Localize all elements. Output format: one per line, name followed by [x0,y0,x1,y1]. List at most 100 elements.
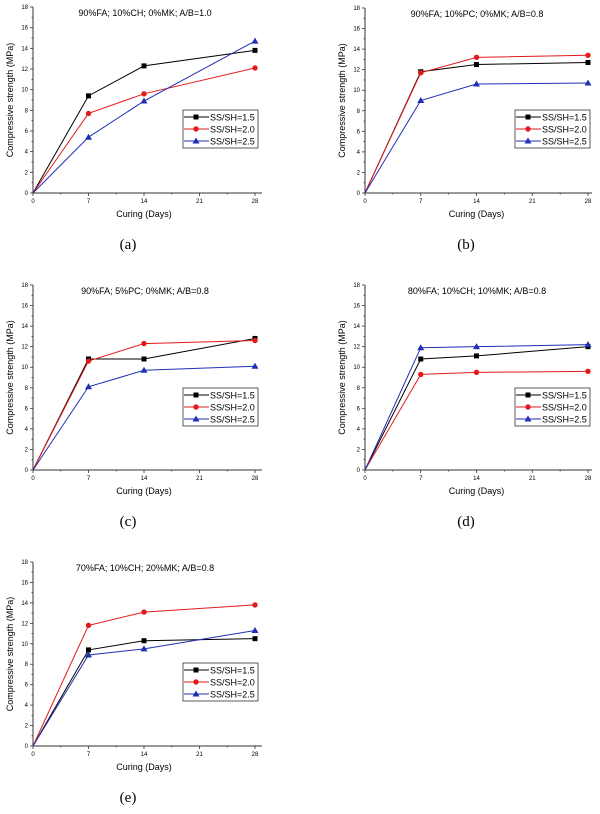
legend-label: SS/SH=2.5 [210,690,255,700]
y-tick-label: 16 [353,304,360,310]
y-tick-label: 4 [25,427,29,433]
x-tick-label: 28 [585,199,592,205]
legend-label: SS/SH=1.5 [542,113,587,123]
data-point [85,383,92,390]
data-point [140,97,148,104]
data-point [85,358,92,364]
y-tick-label: 12 [353,345,360,351]
data-point [252,65,258,71]
data-point [252,47,258,53]
legend-label: SS/SH=2.5 [542,415,587,425]
x-axis-title: Curing (Days) [116,762,172,772]
x-tick-label: 28 [585,476,592,482]
y-tick-label: 16 [353,27,360,33]
data-point [418,70,424,76]
legend-marker [525,404,531,410]
y-tick-label: 12 [21,67,28,73]
legend-label: SS/SH=2.5 [542,137,587,147]
y-tick-label: 2 [357,170,361,176]
data-point [140,366,148,373]
legend-label: SS/SH=1.5 [210,666,255,676]
series-line [364,370,589,471]
series-line [32,365,256,471]
y-tick-label: 4 [25,703,29,709]
x-tick-label: 21 [196,476,203,482]
x-tick-label: 7 [87,476,91,482]
series-ss-sh-2-0 [364,368,591,471]
y-tick-label: 6 [25,683,29,689]
y-tick-label: 16 [21,304,28,310]
y-axis-title: Compressive strength (MPa) [5,320,15,435]
data-point [584,79,592,86]
data-point [141,63,147,69]
legend-marker [193,392,199,398]
data-point [251,626,259,633]
data-point [85,651,92,658]
data-point [473,54,480,61]
y-tick-label: 6 [357,129,361,135]
x-tick-label: 7 [419,199,423,205]
chart-title: 90%FA; 5%PC; 0%MK; A/B=0.8 [81,286,209,296]
x-tick-label: 0 [363,476,367,482]
chart-title: 90%FA; 10%CH; 0%MK; A/B=1.0 [78,8,211,18]
series-ss-sh-2-5 [364,79,592,194]
legend-marker [192,415,200,422]
x-tick-label: 14 [473,199,480,205]
x-tick-label: 0 [31,199,35,205]
y-tick-label: 4 [357,427,361,433]
y-tick-label: 16 [21,26,28,32]
legend-marker [192,690,200,697]
series-ss-sh-2-5 [364,341,592,471]
legend-label: SS/SH=1.5 [210,391,255,401]
y-tick-label: 8 [25,662,29,668]
x-axis-title: Curing (Days) [116,486,172,496]
y-tick-label: 8 [25,386,29,392]
y-axis-title: Compressive strength (MPa) [5,597,15,712]
series-ss-sh-2-5 [32,37,259,194]
legend-label: SS/SH=2.0 [210,678,255,688]
legend-marker [525,392,531,398]
series-line [364,344,589,471]
data-point [585,368,591,375]
panel-label: (b) [457,237,475,253]
data-point [141,356,147,362]
data-point [141,638,147,644]
series-line [32,629,256,747]
legend-label: SS/SH=2.5 [210,137,255,147]
chart-c: 0 2 4 6 8 10 12 14 16 18 0 7 14 21 28 Curing (Days) Comp… [5,283,262,530]
legend-label: SS/SH=2.0 [542,125,587,135]
y-tick-label: 10 [21,642,28,648]
legend-marker [193,404,199,410]
y-tick-label: 8 [357,386,361,392]
data-point [251,37,259,44]
chart-d: 0 2 4 6 8 10 12 14 16 18 0 7 14 21 28 Curing (Days) Comp… [337,283,592,530]
y-tick-label: 18 [353,283,360,289]
y-tick-label: 12 [21,345,28,351]
y-tick-label: 16 [21,580,28,586]
x-tick-label: 21 [196,752,203,758]
y-tick-label: 12 [21,621,28,627]
y-tick-label: 18 [21,283,28,289]
series-ss-sh-2-5 [32,362,259,471]
chart-title: 70%FA; 10%CH; 20%MK; A/B=0.8 [76,563,214,573]
x-tick-label: 21 [196,199,203,205]
legend-marker [524,415,532,422]
x-tick-label: 21 [529,199,536,205]
data-point [252,602,258,608]
legend: SS/SH=1.5 SS/SH=2.0 SS/SH=2.5 [182,109,259,149]
x-tick-label: 14 [141,199,148,205]
y-tick-label: 14 [353,324,360,330]
y-tick-label: 14 [21,324,28,330]
y-tick-label: 0 [357,468,361,474]
data-point [473,343,480,350]
y-axis-title: Compressive strength (MPa) [5,43,15,158]
x-tick-label: 7 [87,752,91,758]
legend: SS/SH=1.5 SS/SH=2.0 SS/SH=2.5 [182,662,259,702]
legend-label: SS/SH=2.5 [210,415,255,425]
data-point [417,344,425,351]
data-point [140,645,148,652]
y-axis-title: Compressive strength (MPa) [337,43,347,158]
y-tick-label: 10 [21,365,28,371]
legend-marker [193,114,199,120]
